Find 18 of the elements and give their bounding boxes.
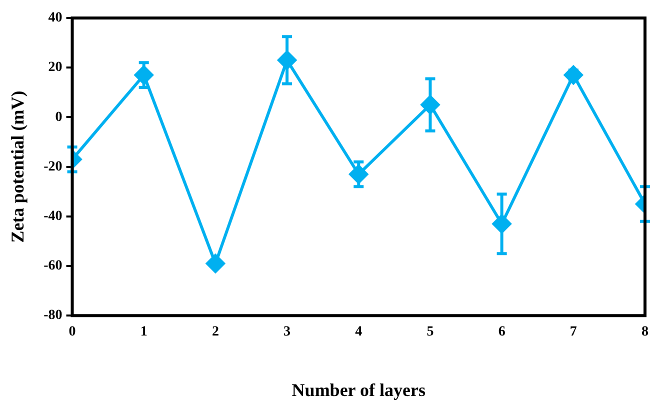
x-tick-label: 6 xyxy=(498,324,506,340)
y-tick-label: -60 xyxy=(44,258,62,274)
x-tick-label: 5 xyxy=(426,324,434,340)
x-axis-title: Number of layers xyxy=(292,380,426,400)
x-tick-label: 2 xyxy=(212,324,219,340)
x-tick-label: 3 xyxy=(284,324,291,340)
x-tick-label: 4 xyxy=(355,324,362,340)
y-tick-label: 20 xyxy=(48,60,62,76)
y-tick-label: 40 xyxy=(48,10,62,26)
x-tick-label: 0 xyxy=(68,324,76,340)
x-tick-label: 1 xyxy=(140,324,148,340)
y-tick-label: -20 xyxy=(44,159,62,174)
y-axis-title: Zeta potential (mV) xyxy=(7,90,28,243)
x-tick-label: 7 xyxy=(570,324,577,340)
y-tick-label: -40 xyxy=(44,209,62,224)
x-tick-label: 8 xyxy=(642,324,648,340)
y-tick-label: 0 xyxy=(55,110,62,125)
y-tick-label: -80 xyxy=(44,308,62,324)
